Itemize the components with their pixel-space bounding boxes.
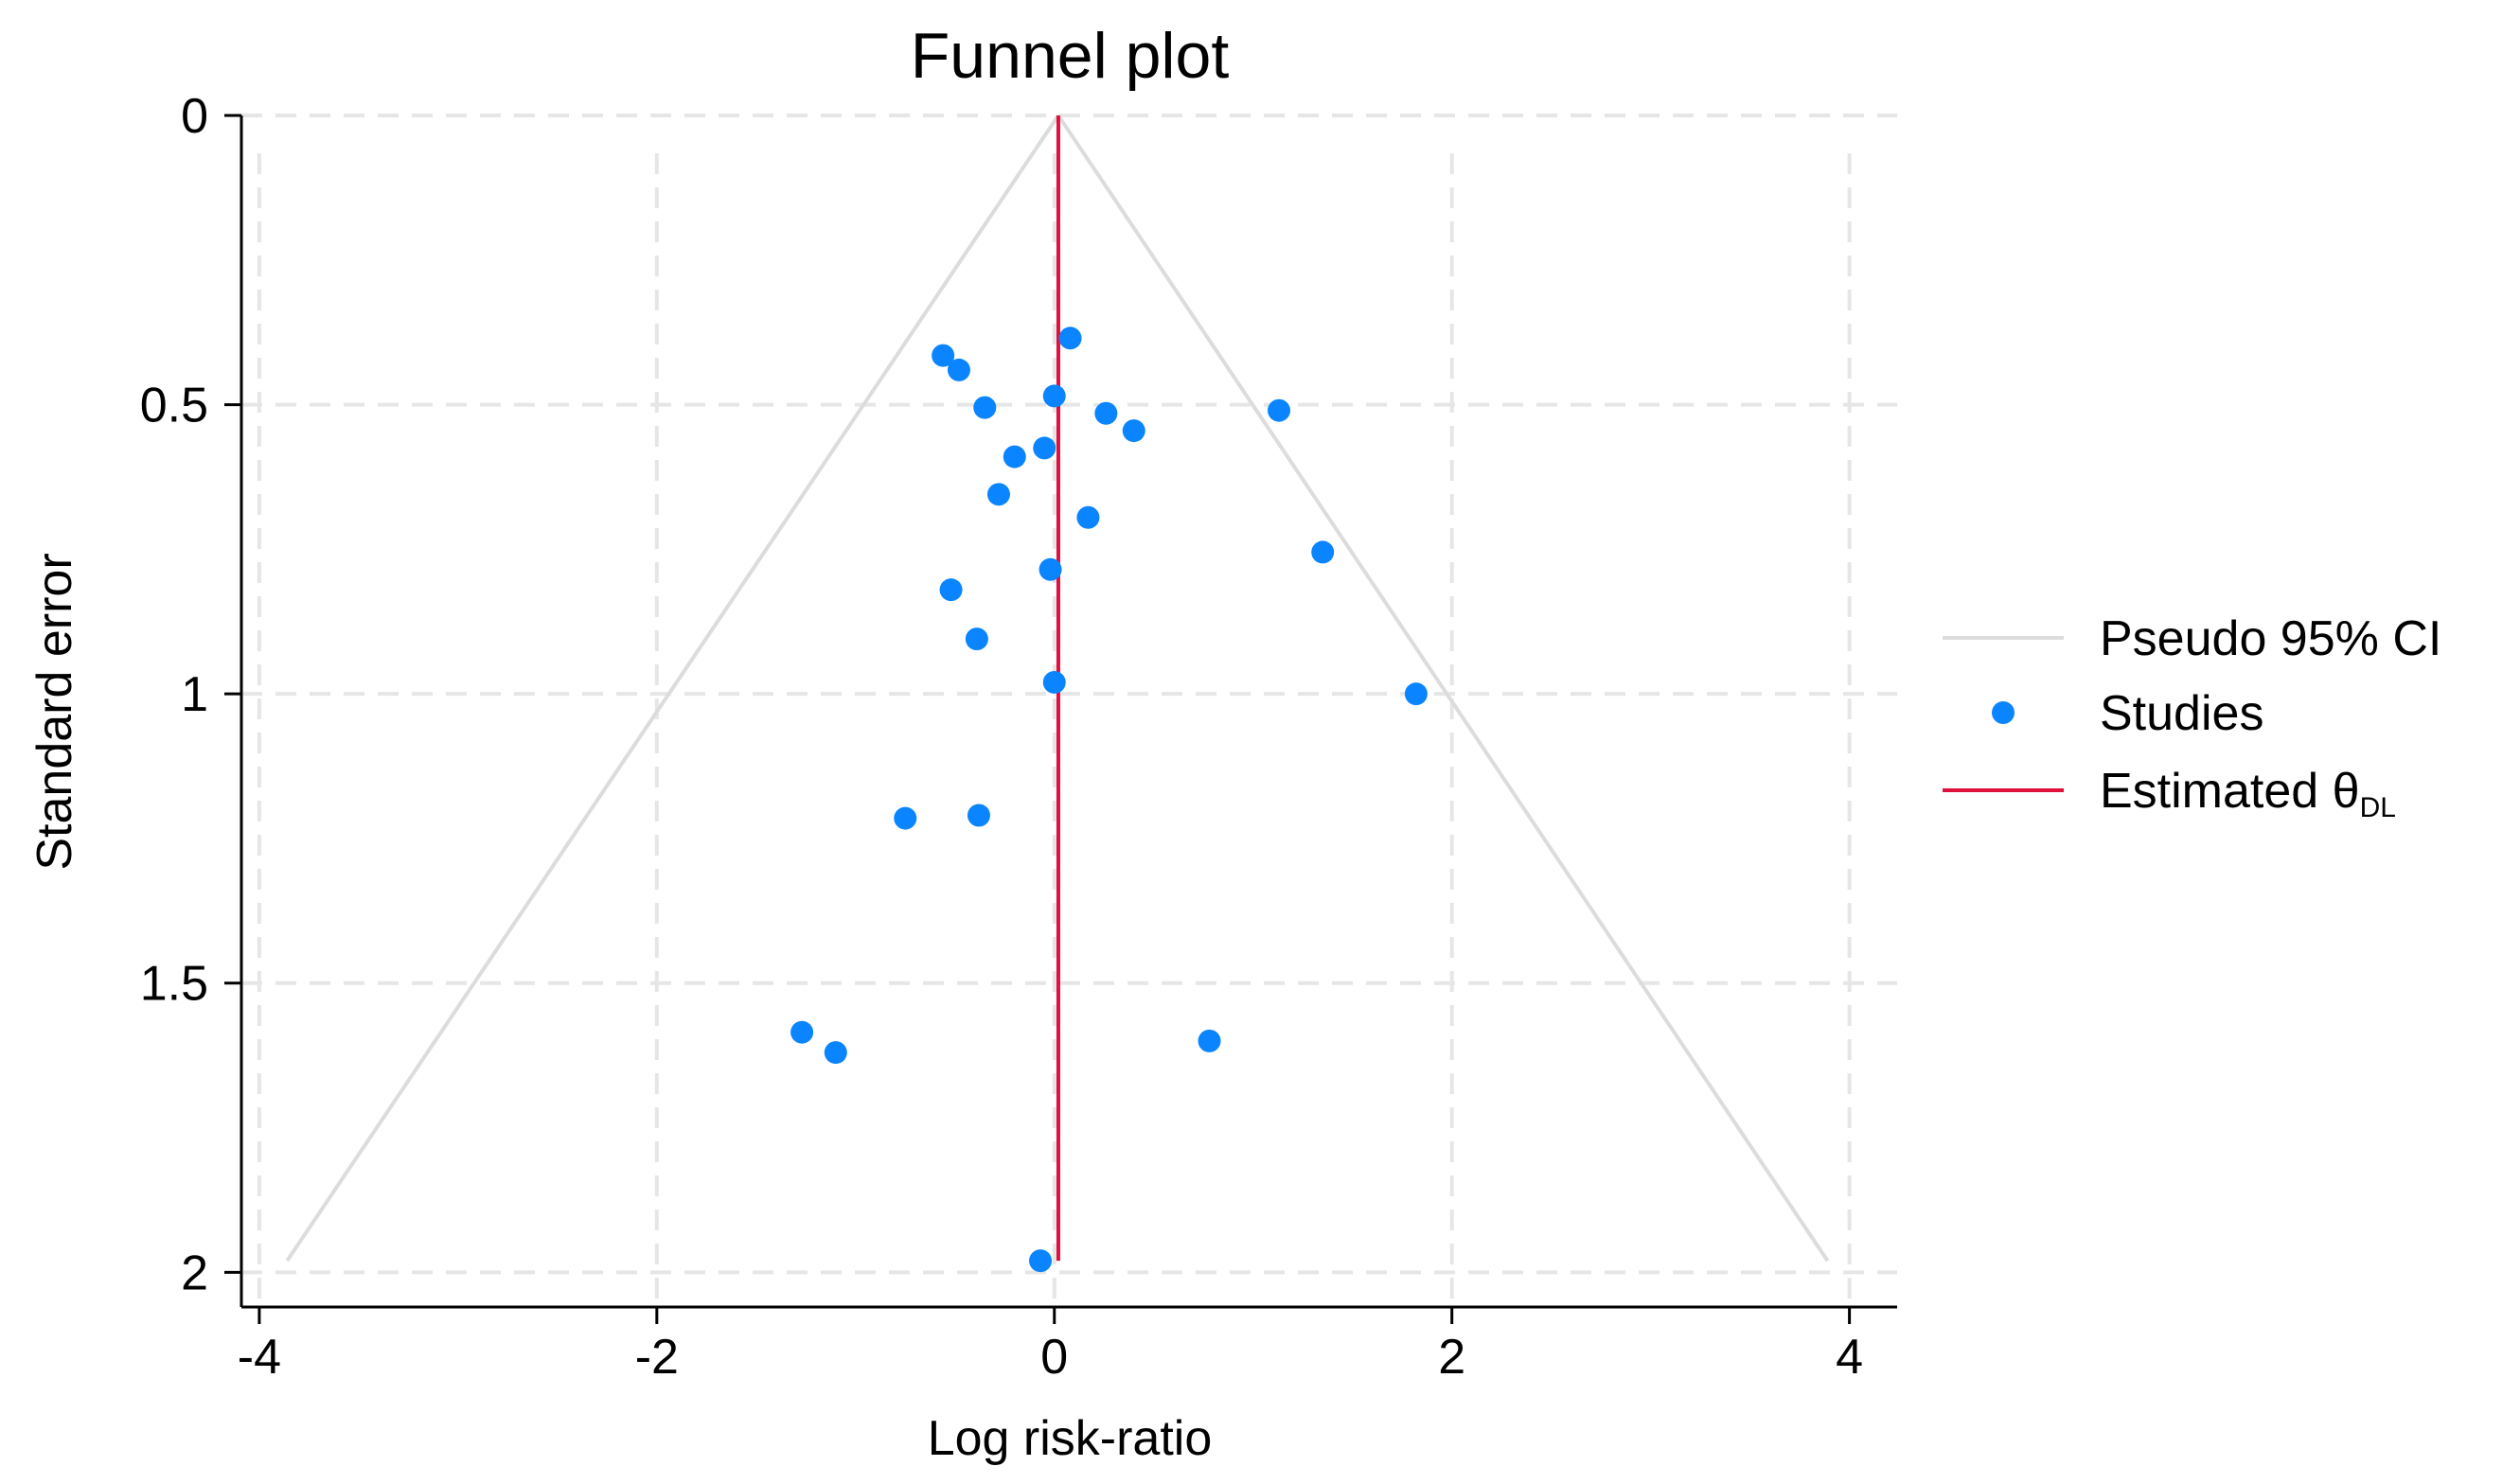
study-point <box>1076 505 1100 529</box>
y-tick-label: 1 <box>181 667 208 722</box>
study-point <box>1094 401 1118 425</box>
study-point <box>939 578 963 602</box>
legend-estimate-main: Estimated θ <box>2100 764 2360 819</box>
study-point <box>932 344 955 367</box>
funnel-left-boundary <box>285 114 1060 1263</box>
chart-title: Funnel plot <box>911 20 1230 92</box>
y-tick-label: 1.5 <box>140 957 208 1012</box>
study-point <box>947 358 970 381</box>
legend-studies-label: Studies <box>2100 686 2263 741</box>
x-tick-label: -2 <box>635 1330 679 1385</box>
study-point <box>1198 1029 1221 1052</box>
study-point <box>1268 398 1291 422</box>
funnel-right-boundary <box>1056 114 1830 1263</box>
legend-estimate-label: Estimated θDL <box>2100 764 2396 823</box>
legend-studies-marker <box>1992 701 2015 724</box>
study-point <box>1058 327 1082 350</box>
x-axis-label: Log risk-ratio <box>928 1411 1213 1466</box>
y-tick-label: 2 <box>181 1246 208 1300</box>
study-point <box>790 1020 814 1044</box>
study-point <box>824 1041 847 1065</box>
x-tick-label: 2 <box>1438 1330 1465 1385</box>
study-point <box>973 396 997 419</box>
study-point <box>894 806 917 830</box>
study-point <box>1038 557 1062 581</box>
legend-ci-label: Pseudo 95% CI <box>2100 611 2441 666</box>
study-point <box>1003 445 1026 468</box>
x-tick-label: 0 <box>1040 1330 1068 1385</box>
study-point <box>965 627 988 651</box>
y-tick-label: 0 <box>181 89 208 144</box>
study-point <box>1042 384 1066 408</box>
y-axis-label: Standard error <box>27 553 82 870</box>
y-axis-ticks: 0 0.5 1 1.5 2 <box>140 89 241 1300</box>
x-tick-label: -4 <box>238 1330 281 1385</box>
x-axis-ticks: -4 -2 0 2 4 <box>238 1307 1863 1385</box>
legend: Pseudo 95% CI Studies Estimated θDL <box>1943 611 2441 823</box>
x-tick-label: 4 <box>1836 1330 1863 1385</box>
study-point <box>1033 436 1056 460</box>
grid-lines <box>241 114 1897 1307</box>
y-tick-label: 0.5 <box>140 379 208 433</box>
study-point <box>1404 682 1428 706</box>
study-point <box>1042 670 1066 694</box>
study-points <box>790 327 1428 1273</box>
pseudo-ci-funnel <box>285 114 1830 1263</box>
study-point <box>967 804 990 827</box>
legend-estimate-sub: DL <box>2360 792 2396 823</box>
study-point <box>986 483 1010 506</box>
study-point <box>1311 540 1335 564</box>
study-point <box>1029 1249 1053 1273</box>
study-point <box>1122 419 1145 443</box>
